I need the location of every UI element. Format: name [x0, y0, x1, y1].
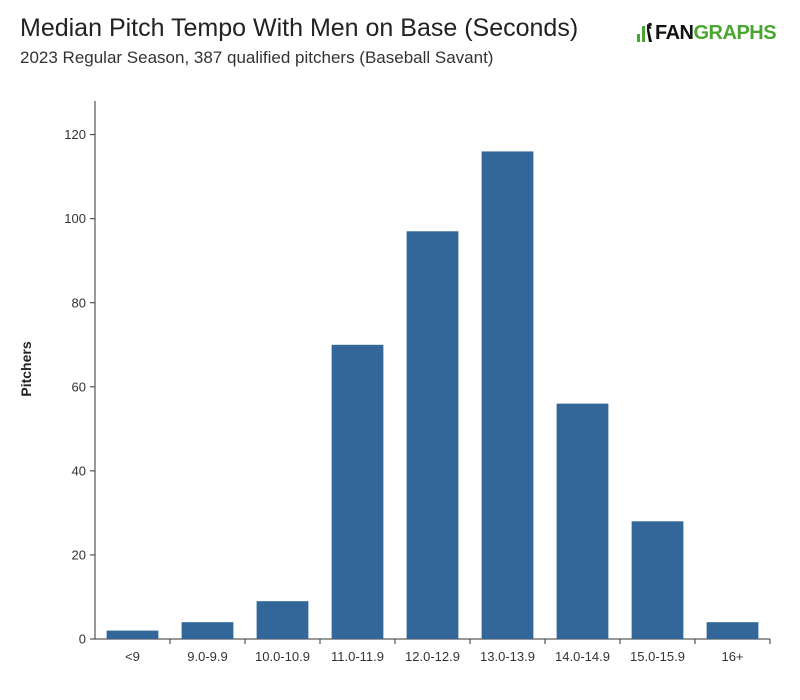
- x-tick-label: 9.0-9.9: [187, 649, 227, 664]
- logo-text-graphs: GRAPHS: [693, 22, 777, 44]
- bar: [181, 622, 234, 639]
- y-tick-label: 100: [64, 211, 86, 226]
- y-tick-label: 120: [64, 127, 86, 142]
- y-tick-label: 80: [72, 295, 86, 310]
- x-tick-label: 13.0-13.9: [480, 649, 535, 664]
- fangraphs-logo[interactable]: FANGRAPHS: [636, 21, 777, 45]
- chart-subtitle: 2023 Regular Season, 387 qualified pitch…: [20, 48, 494, 67]
- x-tick-label: 10.0-10.9: [255, 649, 310, 664]
- bar: [556, 403, 609, 639]
- bar: [481, 151, 534, 639]
- x-tick-label: 16+: [721, 649, 743, 664]
- bar: [331, 344, 384, 639]
- y-axis-title: Pitchers: [18, 341, 34, 396]
- bar: [256, 601, 309, 639]
- x-tick-label: 11.0-11.9: [331, 649, 384, 664]
- bar: [631, 521, 684, 639]
- bar: [106, 630, 159, 639]
- y-tick-label: 60: [72, 379, 86, 394]
- y-tick-label: 40: [72, 463, 86, 478]
- x-tick-label: 14.0-14.9: [555, 649, 610, 664]
- x-tick-label: <9: [125, 649, 140, 664]
- y-tick-label: 20: [72, 547, 86, 562]
- bar: [406, 231, 459, 639]
- fangraphs-logo-icon: [637, 22, 652, 42]
- chart-title: Median Pitch Tempo With Men on Base (Sec…: [20, 14, 579, 42]
- x-tick-label: 12.0-12.9: [405, 649, 460, 664]
- y-tick-label: 0: [79, 632, 86, 647]
- logo-text-fan: FAN: [655, 22, 694, 44]
- x-tick-label: 15.0-15.9: [630, 649, 685, 664]
- bar: [706, 622, 759, 639]
